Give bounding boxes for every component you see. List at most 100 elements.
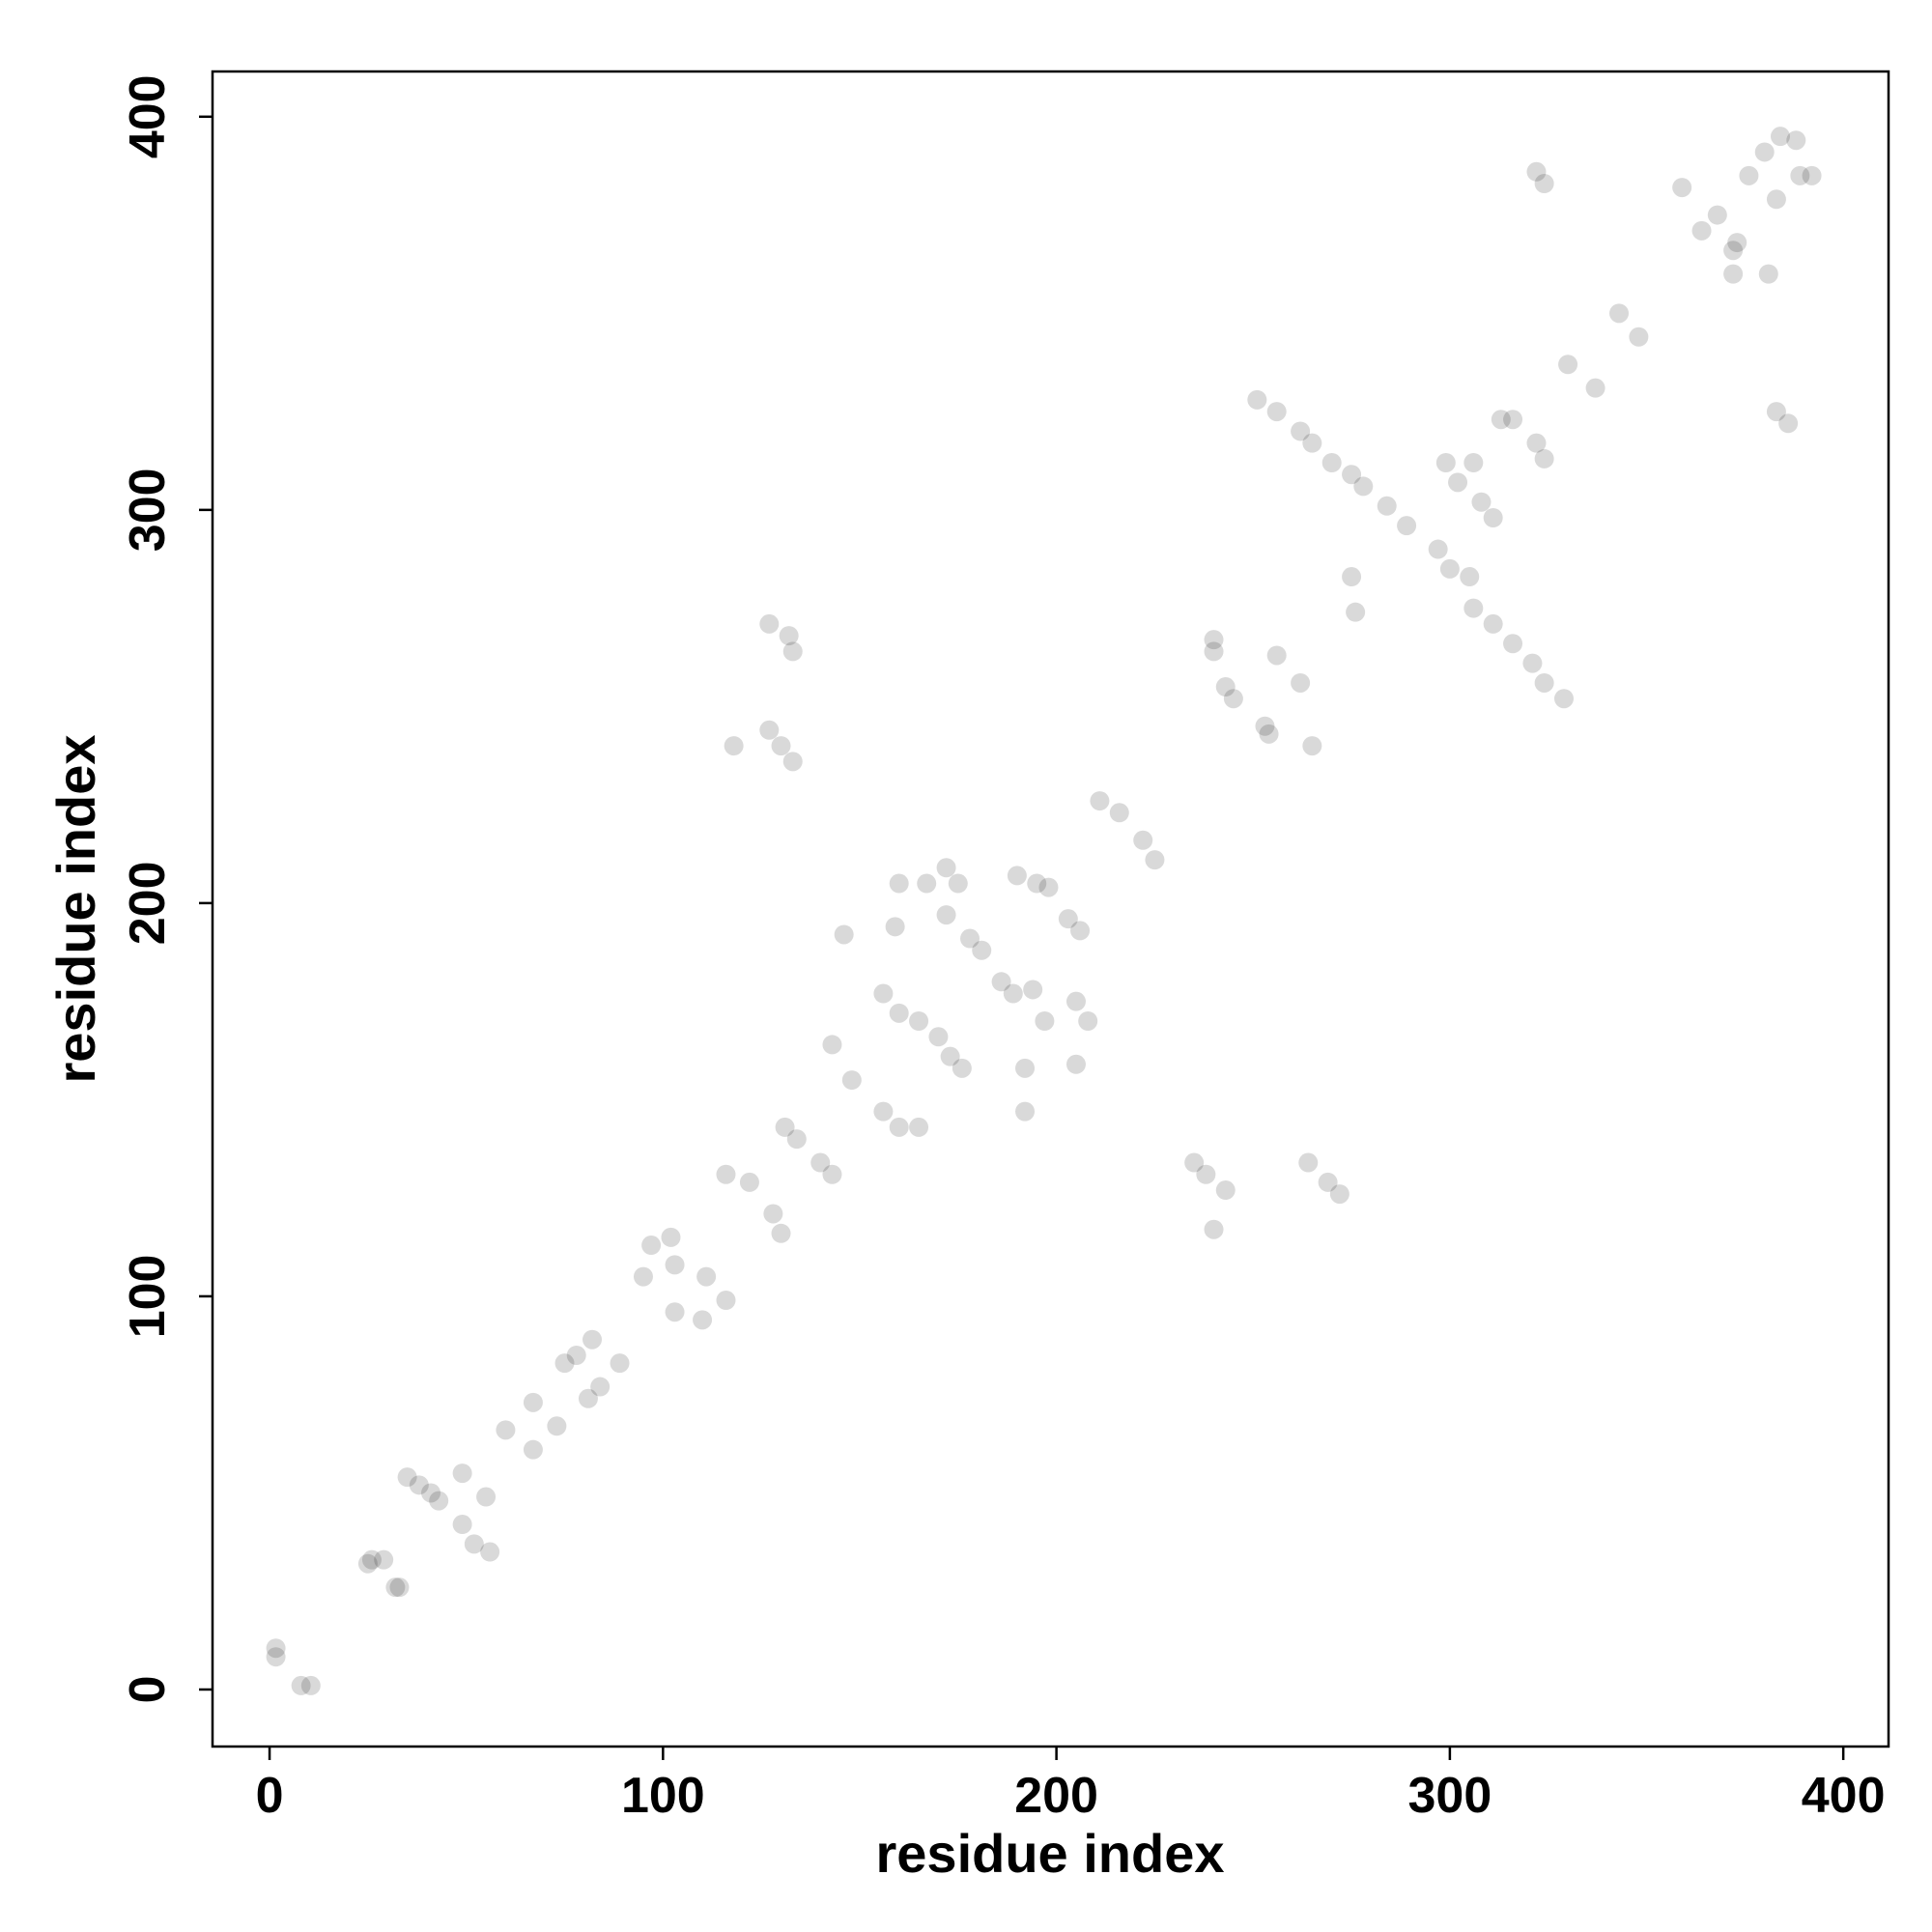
point xyxy=(1723,264,1744,284)
point xyxy=(547,1416,567,1436)
point xyxy=(1522,653,1543,673)
point xyxy=(397,1467,417,1488)
point xyxy=(1266,645,1287,666)
point xyxy=(1770,127,1790,147)
point xyxy=(665,1302,685,1322)
point xyxy=(1778,413,1799,434)
point xyxy=(496,1420,516,1440)
point xyxy=(810,1152,831,1173)
point xyxy=(1448,472,1468,493)
point xyxy=(1342,567,1362,587)
point xyxy=(1346,602,1366,622)
point xyxy=(1766,189,1786,210)
point xyxy=(1526,433,1547,453)
point xyxy=(421,1483,441,1503)
point xyxy=(1558,355,1578,375)
point xyxy=(1109,803,1129,823)
point xyxy=(1204,630,1224,650)
point xyxy=(1629,327,1649,347)
point xyxy=(822,1035,842,1055)
point xyxy=(266,1647,286,1667)
point xyxy=(523,1439,543,1460)
point xyxy=(873,1101,894,1122)
point xyxy=(1058,909,1078,929)
point xyxy=(771,1223,791,1243)
point xyxy=(873,983,894,1004)
point xyxy=(1491,410,1511,430)
point xyxy=(1065,991,1086,1011)
point xyxy=(759,613,780,634)
point xyxy=(928,1027,949,1047)
point xyxy=(476,1487,497,1507)
point xyxy=(1015,1101,1036,1122)
point xyxy=(1553,689,1574,709)
point xyxy=(1184,1152,1205,1173)
point xyxy=(1428,539,1448,559)
point xyxy=(782,752,803,772)
point xyxy=(1291,421,1311,441)
point xyxy=(1133,830,1153,850)
point xyxy=(1534,672,1554,693)
x-axis-label: residue index xyxy=(875,1823,1224,1884)
point xyxy=(480,1542,500,1562)
point xyxy=(1439,558,1460,579)
point xyxy=(409,1475,429,1495)
point xyxy=(452,1463,472,1484)
point xyxy=(633,1266,653,1287)
point xyxy=(1204,641,1224,662)
point xyxy=(1329,1184,1350,1205)
point xyxy=(1483,507,1503,527)
point xyxy=(1027,873,1047,894)
point xyxy=(1078,1011,1098,1032)
point xyxy=(885,917,905,937)
point xyxy=(972,940,992,960)
point xyxy=(763,1204,783,1224)
point xyxy=(452,1515,472,1535)
point xyxy=(1223,689,1243,709)
point xyxy=(1790,165,1810,185)
point xyxy=(1526,161,1547,182)
y-axis-label: residue index xyxy=(45,734,106,1083)
point xyxy=(786,1129,807,1150)
point xyxy=(1483,613,1503,634)
x-tick-label: 300 xyxy=(1408,1768,1492,1824)
point xyxy=(1707,205,1727,225)
point xyxy=(610,1353,630,1374)
point xyxy=(523,1392,543,1412)
point xyxy=(291,1675,311,1695)
point xyxy=(1342,465,1362,485)
point xyxy=(1377,496,1397,516)
point xyxy=(1754,142,1775,162)
y-tick-label: 0 xyxy=(120,1676,176,1704)
point xyxy=(1802,165,1822,185)
point xyxy=(716,1291,736,1311)
point xyxy=(936,905,956,925)
point xyxy=(1672,178,1692,198)
point xyxy=(775,1117,795,1137)
point xyxy=(1298,1152,1319,1173)
x-tick-label: 400 xyxy=(1802,1768,1886,1824)
point xyxy=(1503,410,1523,430)
point xyxy=(1023,980,1043,1000)
point xyxy=(1038,877,1059,897)
point xyxy=(782,641,803,662)
point xyxy=(1723,241,1744,261)
point xyxy=(361,1549,382,1570)
point xyxy=(1090,791,1110,811)
point xyxy=(693,1310,713,1330)
point xyxy=(1471,492,1492,512)
point xyxy=(696,1266,717,1287)
point xyxy=(1691,220,1712,241)
point xyxy=(1321,453,1342,473)
point xyxy=(374,1549,394,1570)
point xyxy=(909,1011,929,1032)
point xyxy=(1727,233,1747,253)
point xyxy=(952,1058,972,1078)
point xyxy=(991,972,1011,992)
point xyxy=(917,873,937,894)
x-tick-label: 0 xyxy=(256,1768,284,1824)
point xyxy=(1065,1054,1086,1074)
point xyxy=(889,1117,909,1137)
point xyxy=(940,1046,960,1066)
